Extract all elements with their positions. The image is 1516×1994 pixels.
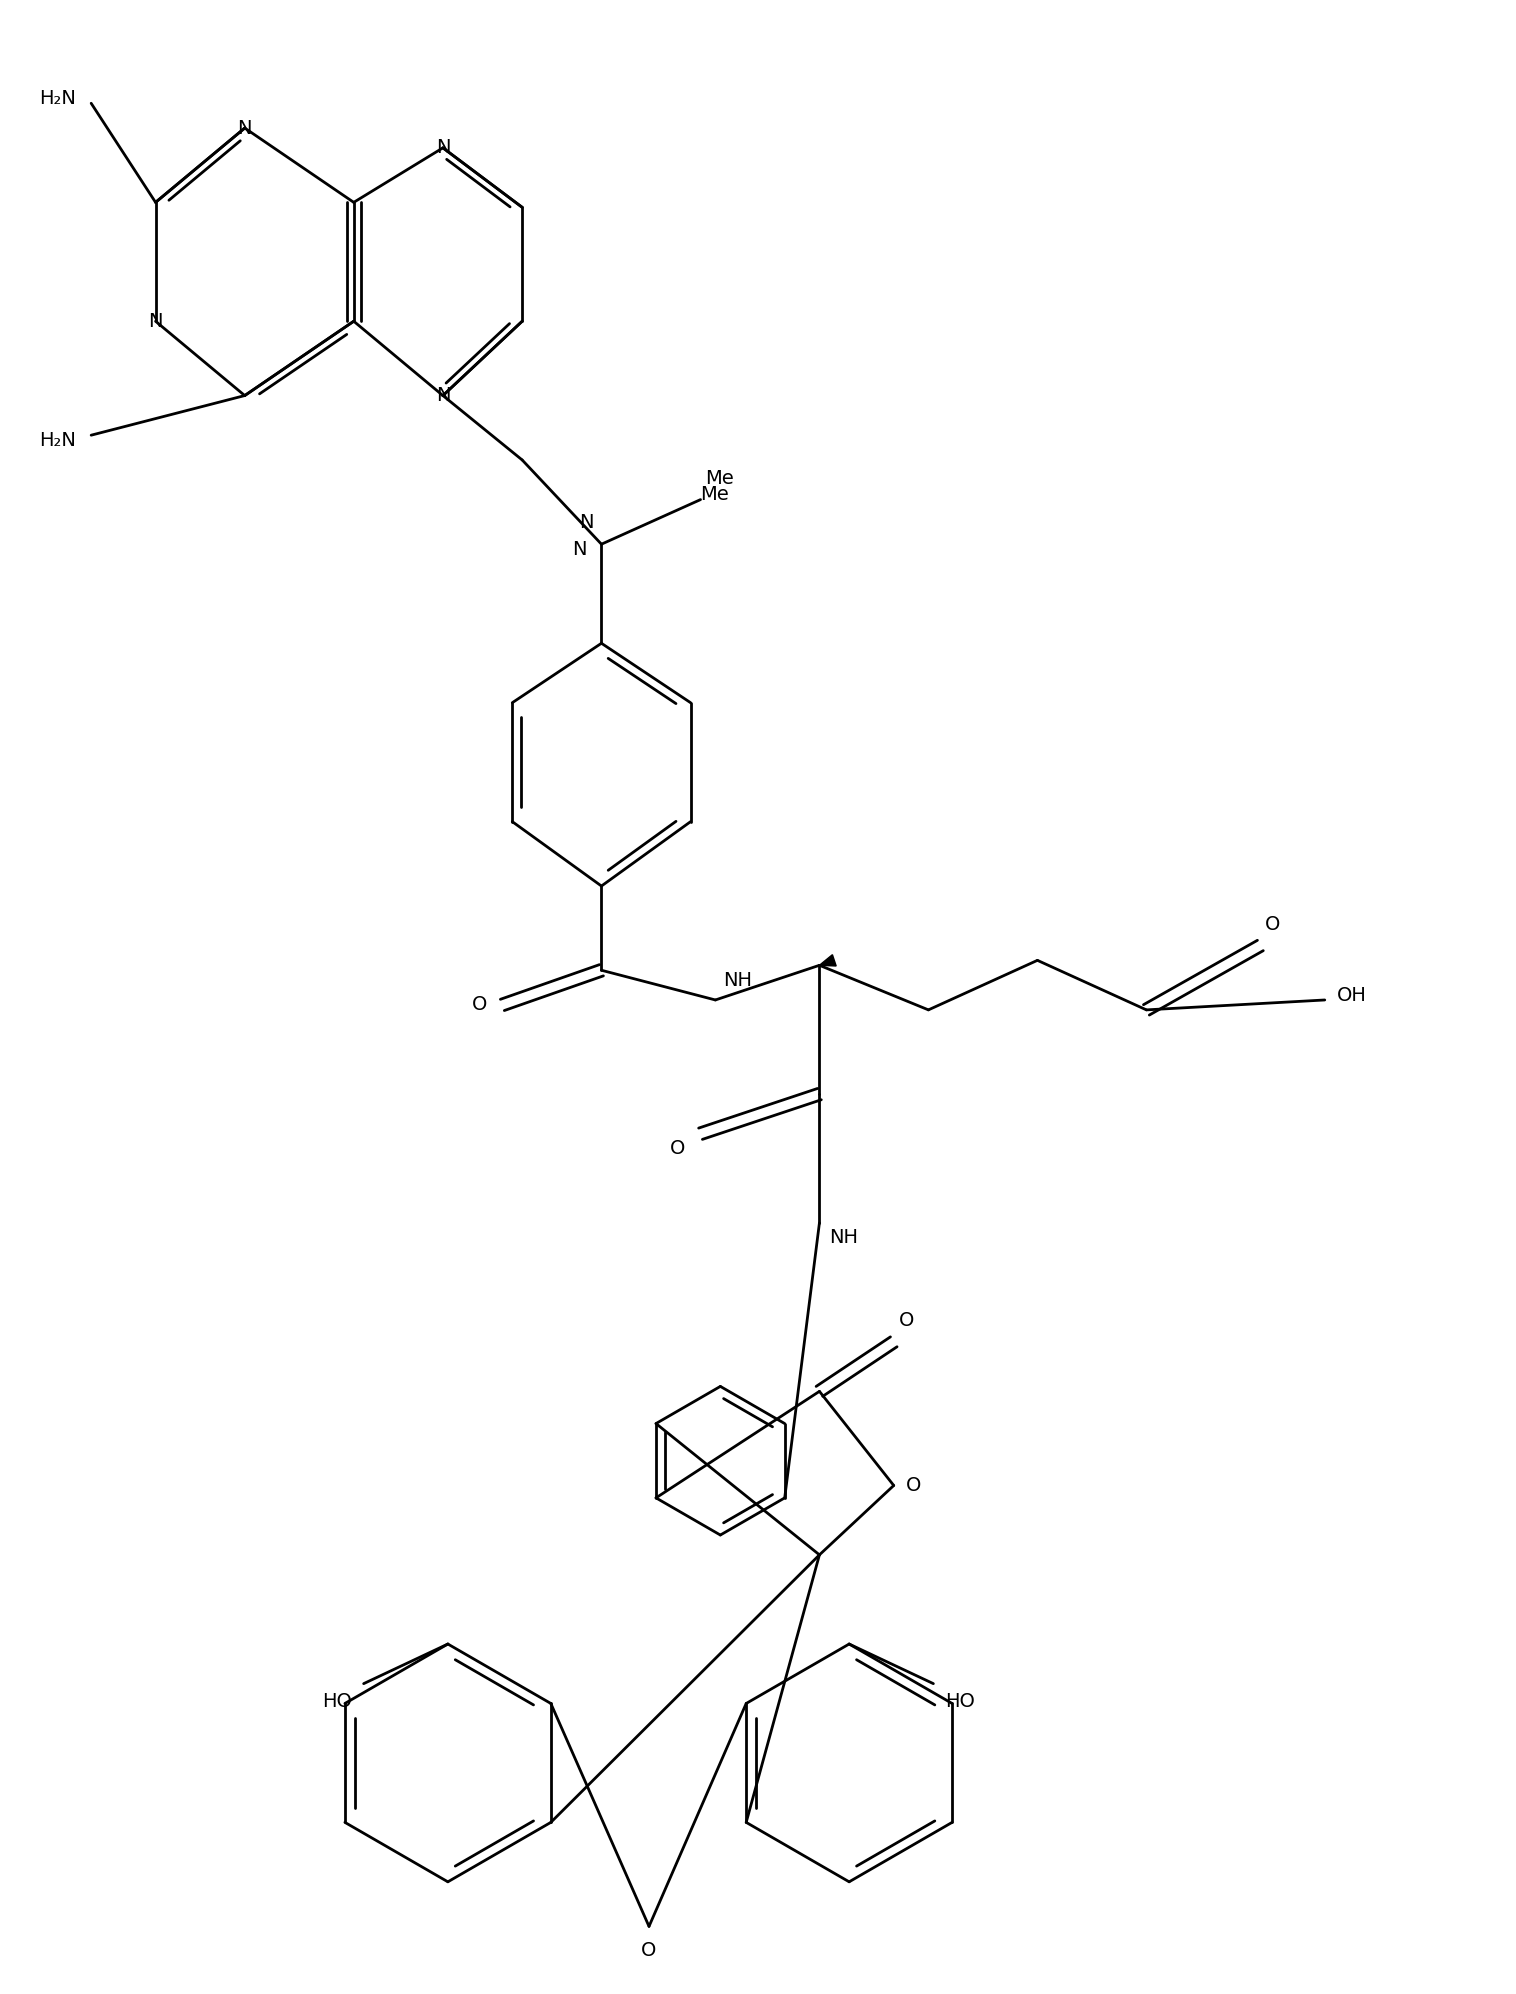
Text: O: O bbox=[670, 1139, 685, 1159]
Text: O: O bbox=[905, 1476, 922, 1496]
Text: NH: NH bbox=[829, 1228, 858, 1246]
Text: Me: Me bbox=[700, 485, 729, 504]
Text: HO: HO bbox=[946, 1691, 975, 1711]
Text: HO: HO bbox=[321, 1691, 352, 1711]
Text: OH: OH bbox=[1337, 985, 1366, 1005]
Text: O: O bbox=[899, 1310, 914, 1330]
Text: Me: Me bbox=[705, 469, 734, 489]
Text: N: N bbox=[579, 512, 594, 532]
Text: O: O bbox=[641, 1942, 656, 1960]
Text: H₂N: H₂N bbox=[39, 431, 76, 451]
Text: O: O bbox=[1266, 915, 1281, 933]
Text: N: N bbox=[435, 387, 450, 405]
Text: NH: NH bbox=[723, 971, 752, 991]
Text: N: N bbox=[149, 311, 162, 331]
Text: O: O bbox=[471, 995, 488, 1015]
Polygon shape bbox=[820, 955, 837, 965]
Text: H₂N: H₂N bbox=[39, 90, 76, 108]
Text: N: N bbox=[572, 540, 587, 558]
Text: N: N bbox=[435, 138, 450, 158]
Text: N: N bbox=[238, 118, 252, 138]
